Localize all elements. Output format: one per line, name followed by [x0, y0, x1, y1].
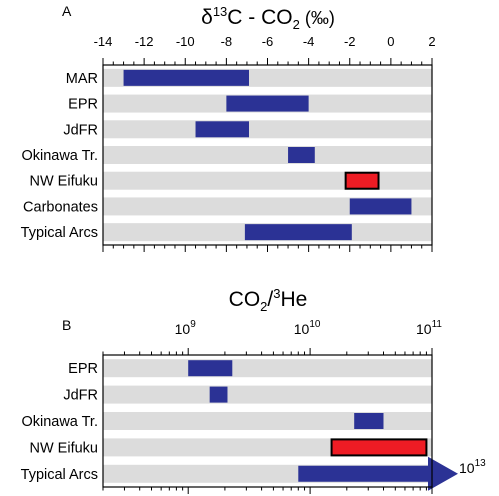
- tick-label: -8: [221, 34, 233, 49]
- panel-b-tick-labels: 109 1010 1011: [175, 319, 443, 337]
- arrow-label: 1013: [459, 458, 486, 476]
- category-label: EPR: [68, 97, 98, 113]
- tick-label: 0: [387, 34, 394, 49]
- panel-a-bands: [103, 68, 432, 242]
- category-label: NW Eifuku: [30, 440, 99, 456]
- panel-b-frame: [102, 354, 433, 488]
- panel-b-ticks: [102, 348, 433, 494]
- range-bar: [349, 198, 412, 215]
- range-bar-highlight: [344, 171, 380, 190]
- tick-label: 1010: [294, 319, 321, 337]
- panel-a-ticks: [102, 58, 433, 252]
- category-label: Okinawa Tr.: [21, 148, 98, 164]
- tick-label: -4: [303, 34, 315, 49]
- range-bar: [288, 147, 315, 163]
- band-row: [103, 171, 432, 190]
- tick-label: -6: [262, 34, 274, 49]
- tick-label: 1011: [416, 319, 442, 337]
- panel-a-title: δ13C - CO2 (‰): [201, 4, 335, 32]
- range-bar: [226, 95, 309, 112]
- tick-label: -10: [176, 34, 195, 49]
- range-bar: [188, 360, 233, 377]
- range-bar: [209, 386, 228, 403]
- panel-a-bars: [123, 69, 412, 241]
- category-label: EPR: [68, 361, 98, 377]
- panel-a-category-labels: MAR EPR JdFR Okinawa Tr. NW Eifuku Carbonates…: [21, 71, 98, 241]
- tick-label: 2: [428, 34, 435, 49]
- panel-a-label: A: [62, 3, 72, 19]
- panel-b: B CO2/3He 109 1010 1011 EPR JdFR Okinawa Tr.…: [21, 286, 486, 494]
- category-label: JdFR: [63, 388, 98, 404]
- tick-label: -2: [344, 34, 356, 49]
- band-row: [103, 412, 432, 430]
- category-label: Typical Arcs: [21, 225, 98, 241]
- category-label: MAR: [66, 71, 98, 87]
- tick-label: -14: [94, 34, 113, 49]
- panel-a: A δ13C - CO2 (‰) -14 -12 -10 -8 -6 -4 -2 0 2 MAR…: [21, 3, 436, 252]
- category-label: JdFR: [63, 122, 98, 138]
- band-row: [103, 120, 432, 139]
- tick-label: 109: [175, 319, 197, 337]
- category-label: NW Eifuku: [30, 174, 99, 190]
- range-bar: [123, 69, 249, 86]
- panel-b-label: B: [62, 317, 71, 333]
- category-label: Carbonates: [23, 199, 98, 215]
- range-bar: [195, 121, 249, 138]
- panel-b-bars: [188, 360, 458, 491]
- range-bar: [354, 413, 384, 429]
- range-bar-highlight: [330, 438, 428, 457]
- panel-b-title: CO2/3He: [229, 286, 308, 314]
- panel-a-tick-labels: -14 -12 -10 -8 -6 -4 -2 0 2: [94, 34, 436, 49]
- band-row: [103, 359, 432, 378]
- panel-b-category-labels: EPR JdFR Okinawa Tr. NW Eifuku Typical Arcs: [21, 361, 98, 483]
- tick-label: -12: [135, 34, 154, 49]
- category-label: Typical Arcs: [21, 467, 98, 483]
- range-bar: [244, 224, 352, 241]
- band-row: [103, 385, 432, 404]
- range-bar-arrow: [298, 456, 458, 491]
- category-label: Okinawa Tr.: [21, 414, 98, 430]
- band-row: [103, 146, 432, 164]
